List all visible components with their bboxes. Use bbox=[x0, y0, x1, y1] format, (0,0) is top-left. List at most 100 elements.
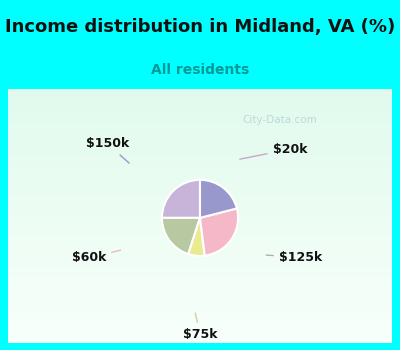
Bar bbox=[8, 189, 392, 191]
Bar bbox=[8, 130, 392, 132]
Bar bbox=[8, 127, 392, 130]
Bar bbox=[8, 220, 392, 223]
Bar bbox=[8, 250, 392, 252]
Bar bbox=[8, 275, 392, 278]
Wedge shape bbox=[162, 218, 200, 254]
Bar bbox=[8, 246, 392, 248]
Bar bbox=[8, 134, 392, 136]
Bar bbox=[8, 248, 392, 250]
Bar bbox=[8, 235, 392, 237]
Bar bbox=[8, 239, 392, 241]
Bar bbox=[8, 318, 392, 320]
Bar bbox=[8, 294, 392, 296]
Bar bbox=[8, 136, 392, 138]
Bar bbox=[8, 241, 392, 244]
Bar bbox=[8, 320, 392, 322]
Bar bbox=[8, 218, 392, 220]
Bar bbox=[8, 322, 392, 324]
Bar bbox=[8, 208, 392, 210]
Bar bbox=[8, 100, 392, 102]
Bar bbox=[8, 315, 392, 318]
Bar bbox=[8, 214, 392, 216]
Text: Income distribution in Midland, VA (%): Income distribution in Midland, VA (%) bbox=[5, 18, 395, 36]
Bar bbox=[8, 159, 392, 161]
Text: $60k: $60k bbox=[72, 250, 121, 264]
Bar bbox=[8, 212, 392, 214]
Wedge shape bbox=[188, 218, 205, 256]
Bar bbox=[8, 153, 392, 155]
Bar bbox=[8, 335, 392, 337]
Bar bbox=[8, 326, 392, 328]
Bar bbox=[8, 282, 392, 284]
Bar bbox=[8, 172, 392, 174]
Bar bbox=[8, 96, 392, 98]
Bar bbox=[8, 233, 392, 235]
Bar bbox=[8, 148, 392, 150]
Bar bbox=[8, 299, 392, 301]
Bar bbox=[8, 278, 392, 280]
Bar bbox=[8, 260, 392, 262]
Bar bbox=[8, 91, 392, 93]
Bar bbox=[8, 176, 392, 178]
Bar bbox=[8, 301, 392, 303]
Bar bbox=[8, 271, 392, 273]
Bar bbox=[8, 115, 392, 117]
Bar bbox=[8, 292, 392, 294]
Bar bbox=[8, 112, 392, 115]
Bar bbox=[8, 199, 392, 201]
Bar bbox=[8, 210, 392, 212]
Bar bbox=[8, 155, 392, 157]
Bar bbox=[8, 313, 392, 315]
Text: $75k: $75k bbox=[183, 313, 217, 341]
Bar bbox=[8, 303, 392, 305]
Bar bbox=[8, 174, 392, 176]
Bar bbox=[8, 157, 392, 159]
Bar bbox=[8, 231, 392, 233]
Bar bbox=[8, 106, 392, 108]
Bar bbox=[8, 237, 392, 239]
Bar bbox=[8, 267, 392, 269]
Bar bbox=[8, 223, 392, 225]
Bar bbox=[8, 254, 392, 256]
Bar bbox=[8, 132, 392, 134]
Bar bbox=[8, 328, 392, 330]
Bar bbox=[8, 146, 392, 148]
Bar bbox=[8, 195, 392, 197]
Bar bbox=[8, 332, 392, 335]
Bar bbox=[8, 187, 392, 189]
Bar bbox=[8, 184, 392, 187]
Bar bbox=[8, 262, 392, 265]
Bar bbox=[8, 307, 392, 309]
Bar bbox=[8, 288, 392, 290]
Bar bbox=[8, 123, 392, 125]
Bar bbox=[8, 117, 392, 119]
Bar bbox=[8, 309, 392, 311]
Bar bbox=[8, 339, 392, 341]
Bar bbox=[8, 144, 392, 146]
Bar bbox=[8, 280, 392, 282]
Wedge shape bbox=[200, 180, 237, 218]
Bar bbox=[8, 170, 392, 172]
Bar bbox=[8, 269, 392, 271]
Bar bbox=[8, 138, 392, 140]
Bar bbox=[8, 197, 392, 199]
Bar bbox=[8, 125, 392, 127]
Bar bbox=[8, 161, 392, 163]
Bar bbox=[8, 180, 392, 182]
Bar bbox=[8, 193, 392, 195]
Bar bbox=[8, 104, 392, 106]
Bar bbox=[8, 330, 392, 332]
Bar bbox=[8, 203, 392, 205]
Bar bbox=[8, 140, 392, 142]
Text: All residents: All residents bbox=[151, 63, 249, 77]
Bar bbox=[8, 108, 392, 110]
Bar bbox=[8, 205, 392, 208]
Bar bbox=[8, 265, 392, 267]
Wedge shape bbox=[162, 180, 200, 218]
Bar bbox=[8, 225, 392, 227]
Bar bbox=[8, 229, 392, 231]
Bar bbox=[8, 93, 392, 96]
Bar bbox=[8, 337, 392, 339]
Bar bbox=[8, 258, 392, 260]
Bar bbox=[8, 216, 392, 218]
